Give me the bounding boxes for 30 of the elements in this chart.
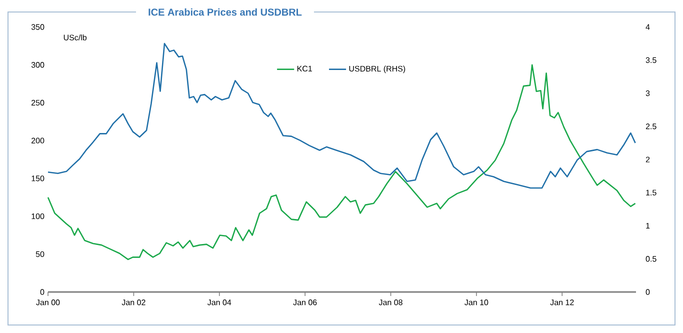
legend-label: KC1 [297,66,312,72]
chart-title: ICE Arabica Prices and USDBRL [148,8,302,16]
line-series [47,42,636,189]
y2-tick-label: 0.5 [646,256,656,262]
y2-tick-label: 1.5 [646,190,656,196]
y-tick-label: 0 [40,289,44,295]
y2-tick-label: 4 [646,24,650,30]
y-tick-label: 350 [31,24,44,30]
y-axis-title: USc/lb [64,34,87,40]
x-tick-label: Jan 02 [122,300,146,306]
y-tick-label: 150 [32,176,44,182]
y2-tick-label: 3.5 [646,57,656,63]
x-tick-label: Jan 12 [550,300,574,306]
legend-label: USDBRL (RHS) [349,66,406,74]
y-tick-label: 200 [32,138,44,144]
x-tick-label: Jan 08 [378,300,402,306]
line-series [47,64,636,260]
x-tick-label: Jan 10 [464,300,488,306]
y-tick-label: 50 [36,251,44,257]
y2-tick-label: 2.5 [646,124,656,130]
x-tick-label: Jan 04 [207,300,232,306]
y2-tick-label: 3 [646,90,650,96]
y2-tick-label: 2 [646,156,650,162]
y-tick-label: 250 [32,100,44,106]
x-tick-label: Jan 00 [36,300,60,306]
y-tick-label: 100 [32,213,44,220]
y-tick-label: 300 [31,62,44,68]
y2-tick-label: 1 [646,223,650,229]
x-tick-label: Jan 06 [293,300,317,306]
y2-tick-label: 0 [646,289,650,295]
